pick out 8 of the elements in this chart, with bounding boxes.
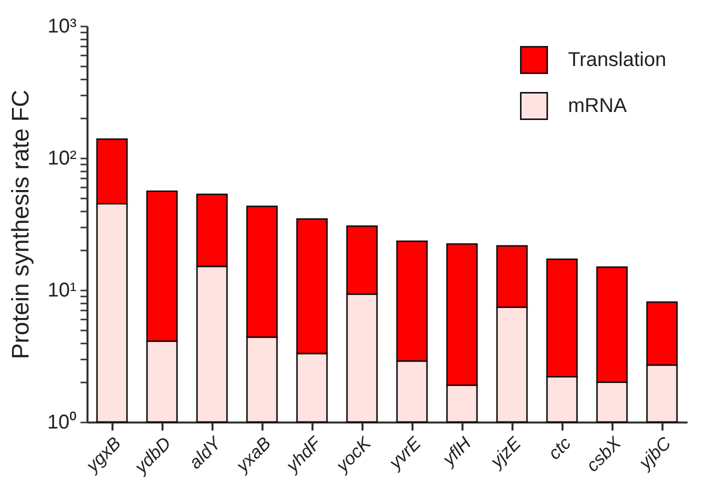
legend-label: mRNA (568, 95, 628, 117)
y-tick-label: 10¹ (48, 280, 77, 302)
legend-label: Translation (568, 49, 666, 71)
x-tick-label: ctc (544, 433, 575, 464)
y-tick-label: 10⁰ (47, 410, 76, 434)
y-axis-title: Protein synthesis rate FC (7, 90, 34, 360)
y-tick-label: 10² (48, 148, 77, 170)
y-tick-label: 10³ (48, 16, 77, 38)
